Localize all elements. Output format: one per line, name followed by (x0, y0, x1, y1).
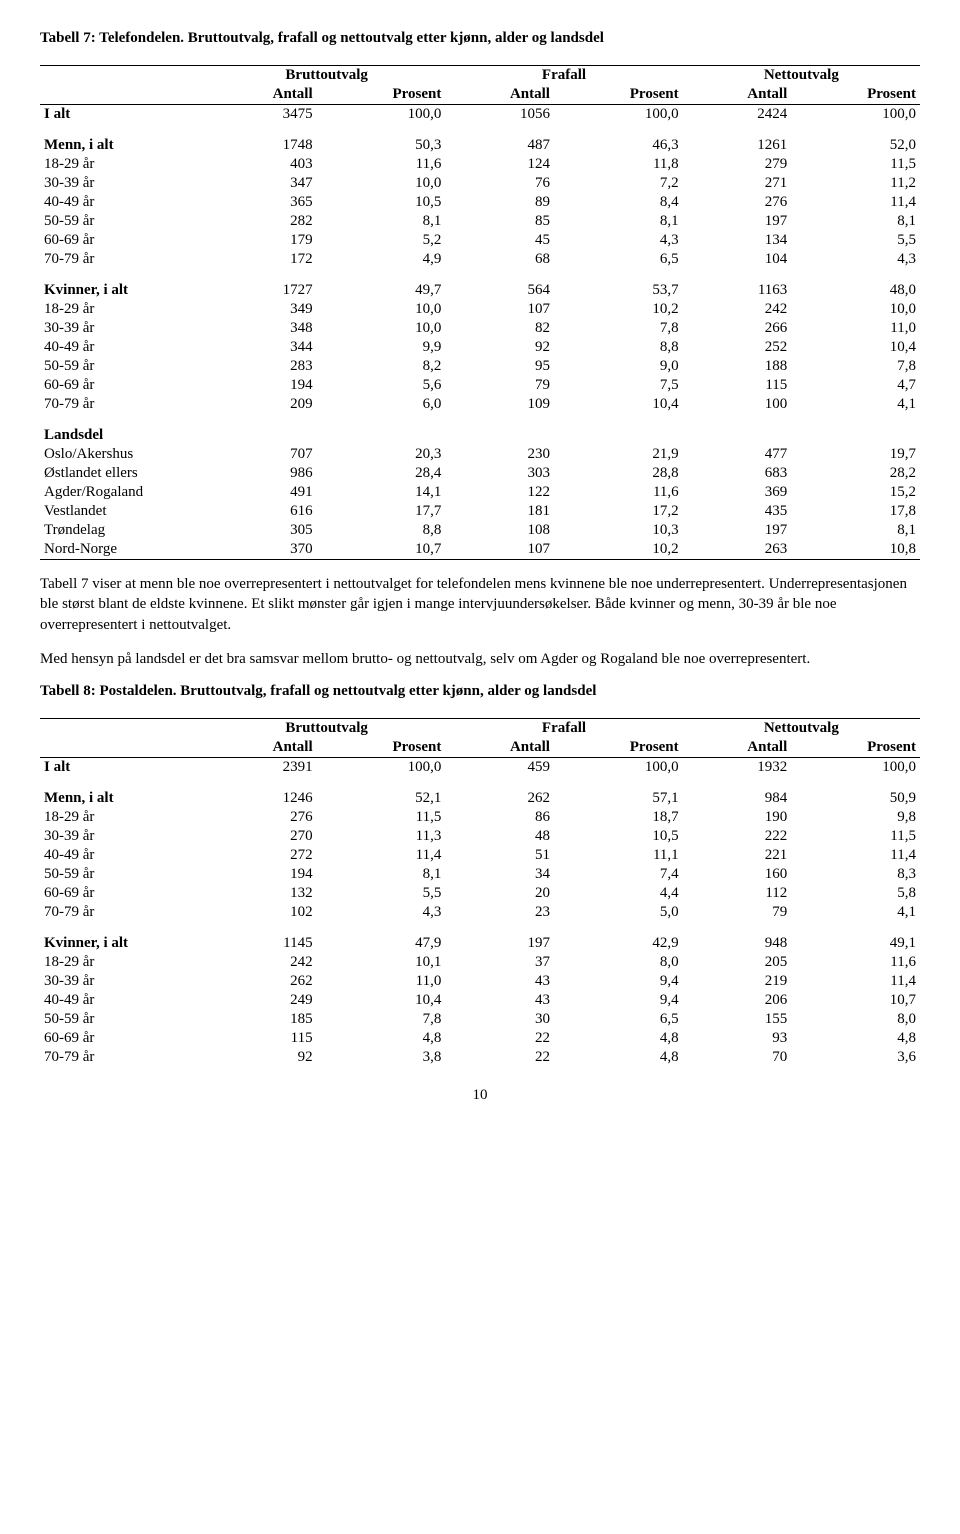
table-row: Menn, i alt124652,126257,198450,9 (40, 789, 920, 808)
sub-antall: Antall (208, 85, 317, 105)
table-row: Kvinner, i alt172749,756453,7116348,0 (40, 281, 920, 300)
table-row: 30-39 år34810,0827,826611,0 (40, 319, 920, 338)
sub-antall: Antall (683, 85, 792, 105)
col-netto: Nettoutvalg (683, 719, 920, 739)
table-row: 70-79 år1724,9686,51044,3 (40, 250, 920, 269)
table7-title: Tabell 7: Telefondelen. Bruttoutvalg, fr… (40, 30, 920, 47)
table-row: 30-39 år26211,0439,421911,4 (40, 972, 920, 991)
table-row: Oslo/Akershus70720,323021,947719,7 (40, 445, 920, 464)
table-row: Kvinner, i alt114547,919742,994849,1 (40, 934, 920, 953)
table-row: 30-39 år34710,0767,227111,2 (40, 174, 920, 193)
table7: Bruttoutvalg Frafall Nettoutvalg Antall … (40, 65, 920, 560)
table-row: 50-59 år2838,2959,01887,8 (40, 357, 920, 376)
paragraph-1: Tabell 7 viser at menn ble noe overrepre… (40, 574, 920, 635)
sub-antall: Antall (683, 738, 792, 758)
table-row: Østlandet ellers98628,430328,868328,2 (40, 464, 920, 483)
table-row: 40-49 år24910,4439,420610,7 (40, 991, 920, 1010)
table-row: 50-59 år1948,1347,41608,3 (40, 865, 920, 884)
table-row: 40-49 år36510,5898,427611,4 (40, 193, 920, 212)
table-row: 70-79 år2096,010910,41004,1 (40, 395, 920, 414)
table-row: 18-29 år40311,612411,827911,5 (40, 155, 920, 174)
sub-antall: Antall (445, 738, 554, 758)
sub-antall: Antall (445, 85, 554, 105)
table-row: 18-29 år27611,58618,71909,8 (40, 808, 920, 827)
table-row: 50-59 år2828,1858,11978,1 (40, 212, 920, 231)
table-row: 60-69 år1795,2454,31345,5 (40, 231, 920, 250)
sub-prosent: Prosent (791, 85, 920, 105)
table-row: Nord-Norge37010,710710,226310,8 (40, 540, 920, 560)
sub-prosent: Prosent (791, 738, 920, 758)
table8-title: Tabell 8: Postaldelen. Bruttoutvalg, fra… (40, 683, 920, 700)
table-row: I alt2391100,0459100,01932100,0 (40, 758, 920, 778)
table-row: 18-29 år34910,010710,224210,0 (40, 300, 920, 319)
table-row: 70-79 år1024,3235,0794,1 (40, 903, 920, 922)
sub-prosent: Prosent (554, 85, 683, 105)
table-row: 40-49 år27211,45111,122111,4 (40, 846, 920, 865)
col-frafall: Frafall (445, 66, 682, 86)
col-brutto: Bruttoutvalg (208, 66, 445, 86)
table-row: Landsdel (40, 426, 920, 445)
sub-prosent: Prosent (554, 738, 683, 758)
table-row: 30-39 år27011,34810,522211,5 (40, 827, 920, 846)
col-netto: Nettoutvalg (683, 66, 920, 86)
table-row: 70-79 år923,8224,8703,6 (40, 1048, 920, 1067)
col-frafall: Frafall (445, 719, 682, 739)
table-row: Trøndelag3058,810810,31978,1 (40, 521, 920, 540)
table-row: Vestlandet61617,718117,243517,8 (40, 502, 920, 521)
table-row: I alt3475100,01056100,02424100,0 (40, 105, 920, 125)
col-brutto: Bruttoutvalg (208, 719, 445, 739)
table-row: 60-69 år1325,5204,41125,8 (40, 884, 920, 903)
table-row: 18-29 år24210,1378,020511,6 (40, 953, 920, 972)
table-row: 60-69 år1154,8224,8934,8 (40, 1029, 920, 1048)
sub-prosent: Prosent (317, 85, 446, 105)
table-row: Menn, i alt174850,348746,3126152,0 (40, 136, 920, 155)
table-row: 60-69 år1945,6797,51154,7 (40, 376, 920, 395)
paragraph-2: Med hensyn på landsdel er det bra samsva… (40, 649, 920, 669)
sub-prosent: Prosent (317, 738, 446, 758)
table8: Bruttoutvalg Frafall Nettoutvalg Antall … (40, 718, 920, 1067)
page-number: 10 (40, 1087, 920, 1104)
sub-antall: Antall (208, 738, 317, 758)
table-row: 50-59 år1857,8306,51558,0 (40, 1010, 920, 1029)
table-row: 40-49 år3449,9928,825210,4 (40, 338, 920, 357)
table-row: Agder/Rogaland49114,112211,636915,2 (40, 483, 920, 502)
